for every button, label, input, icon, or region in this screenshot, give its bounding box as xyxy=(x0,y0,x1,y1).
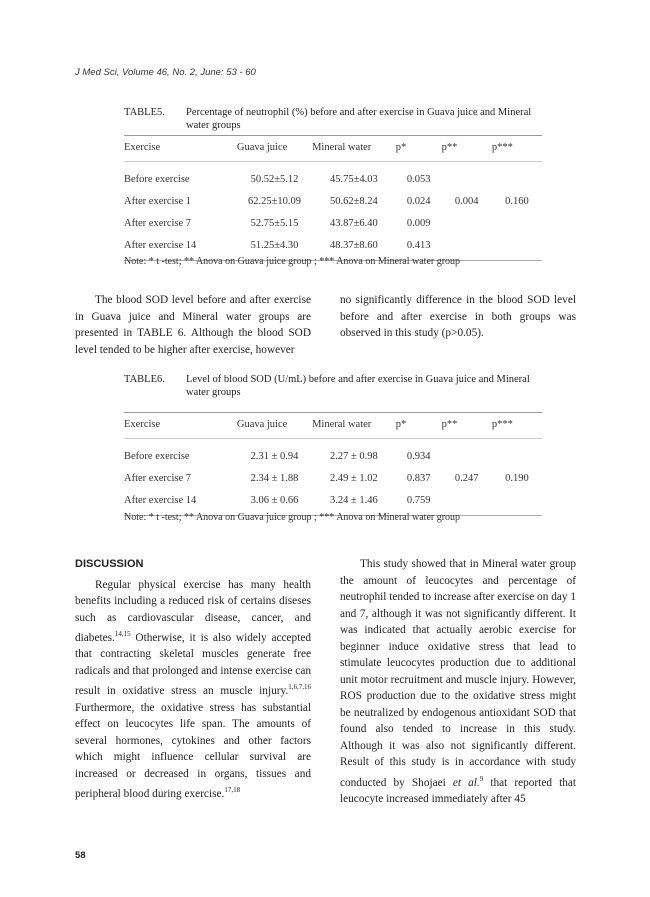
table-cell: Before exercise xyxy=(124,173,190,185)
table-row: After exercise 14 3.06 ± 0.66 3.24 ± 1.46 0… xyxy=(124,489,542,516)
table5-label: TABLE5. xyxy=(124,107,165,118)
table-cell: 0.004 xyxy=(454,195,479,207)
table-cell: 2.27 ± 0.98 xyxy=(330,450,378,462)
table-cell: 2.34 ± 1.88 xyxy=(250,472,299,484)
table5-caption: TABLE5. Percentage of neutrophil (%) bef… xyxy=(124,106,544,132)
column-header: Exercise xyxy=(124,412,237,439)
table5-title: Percentage of neutrophil (%) before and … xyxy=(186,107,532,131)
table-cell: After exercise 14 xyxy=(124,489,237,516)
table-header-row: Exercise Guava juice Mineral water p* p** p**… xyxy=(124,135,542,162)
table-cell: After exercise 7 xyxy=(124,217,192,229)
table-cell: 48.37±8.60 xyxy=(312,234,396,261)
table-cell: 2.31 ± 0.94 xyxy=(250,450,299,462)
table-header-row: Exercise Guava juice Mineral water p* p** p**… xyxy=(124,412,542,439)
table-cell: After exercise 14 xyxy=(124,234,237,261)
table-cell: 0.759 xyxy=(395,489,442,516)
column-header: p** xyxy=(441,135,492,162)
table-cell: 0.413 xyxy=(395,234,442,261)
column-header: p* xyxy=(395,135,442,162)
table-cell: 50.52±5.12 xyxy=(250,173,299,185)
table-cell: 2.49 ± 1.02 xyxy=(330,472,378,484)
page-number: 58 xyxy=(75,850,86,861)
table-row: After exercise 7 52.75±5.15 43.87±6.40 0.00… xyxy=(124,212,542,234)
table6-note: Note: * t -test; ** Anova on Guava juice… xyxy=(124,512,461,523)
table5-note: Note: * t -test; ** Anova on Guava juice… xyxy=(124,256,461,267)
table6-caption: TABLE6. Level of blood SOD (U/mL) before… xyxy=(124,373,544,399)
column-header: Exercise xyxy=(124,135,237,162)
table-cell: Before exercise xyxy=(124,450,190,462)
table-cell: 52.75±5.15 xyxy=(250,217,299,229)
journal-header: J Med Sci, Volume 46, No. 2, June: 53 - … xyxy=(75,67,256,78)
discussion-right: This study showed that in Mineral water … xyxy=(340,556,576,807)
table-row: Before exercise 50.52±5.12 45.75±4.03 0.053 xyxy=(124,162,542,191)
table6-label: TABLE6. xyxy=(124,374,165,385)
table-cell: After exercise 1 xyxy=(124,195,192,207)
table-row: After exercise 14 51.25±4.30 48.37±8.60 0.4… xyxy=(124,234,542,261)
paragraph: This study showed that in Mineral water … xyxy=(340,558,577,805)
table-cell: 3.06 ± 0.66 xyxy=(236,489,313,516)
table-cell: 0.160 xyxy=(505,195,529,207)
table-row: After exercise 7 2.34 ± 1.88 2.49 ± 1.02 0.… xyxy=(124,467,542,489)
table6-title: Level of blood SOD (U/mL) before and aft… xyxy=(186,374,530,398)
paragraph: The blood SOD level before and after exe… xyxy=(75,294,311,356)
para-left: The blood SOD level before and after exe… xyxy=(75,292,311,358)
table-cell: 0.190 xyxy=(505,472,529,484)
para-right: no significantly difference in the blood… xyxy=(340,292,576,342)
column-header: Mineral water xyxy=(312,135,396,162)
table-row: After exercise 1 62.25±10.09 50.62±8.24 0.0… xyxy=(124,190,542,212)
column-header: Mineral water xyxy=(312,412,396,439)
paragraph: no significantly difference in the blood… xyxy=(340,294,576,339)
table-cell: 0.934 xyxy=(406,450,431,462)
table5: Exercise Guava juice Mineral water p* p** p**… xyxy=(124,135,542,261)
column-header: Guava juice xyxy=(236,135,313,162)
paragraph: Regular physical exercise has many healt… xyxy=(75,578,311,800)
table-cell: 62.25±10.09 xyxy=(247,195,301,207)
table-cell: 0.247 xyxy=(454,472,479,484)
discussion-heading: DISCUSSION xyxy=(75,558,144,570)
discussion-left: DISCUSSION Regular physical exercise has… xyxy=(75,556,311,802)
column-header: p*** xyxy=(491,135,542,162)
table-cell: 0.837 xyxy=(406,472,431,484)
table-cell: 43.87±6.40 xyxy=(330,217,378,229)
table-cell: After exercise 7 xyxy=(124,472,192,484)
column-header: p** xyxy=(441,412,492,439)
table-cell: 50.62±8.24 xyxy=(330,195,378,207)
table6: Exercise Guava juice Mineral water p* p** p**… xyxy=(124,412,542,516)
table-row: Before exercise 2.31 ± 0.94 2.27 ± 0.98 0.9… xyxy=(124,439,542,468)
table-cell: 51.25±4.30 xyxy=(236,234,313,261)
table-cell: 0.009 xyxy=(406,217,431,229)
column-header: p*** xyxy=(491,412,542,439)
table-cell: 3.24 ± 1.46 xyxy=(312,489,396,516)
table-cell: 0.024 xyxy=(406,195,431,207)
column-header: Guava juice xyxy=(236,412,313,439)
column-header: p* xyxy=(395,412,442,439)
table-cell: 0.053 xyxy=(406,173,431,185)
table-cell: 45.75±4.03 xyxy=(330,173,378,185)
